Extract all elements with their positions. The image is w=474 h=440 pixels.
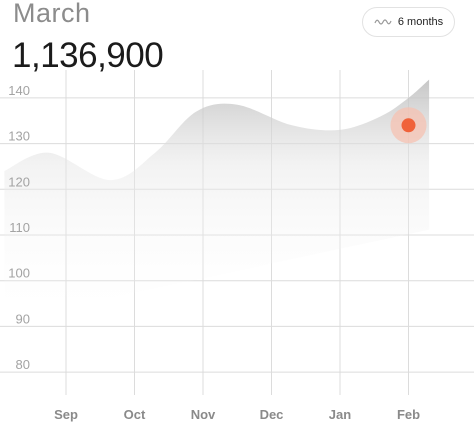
x-tick-label: Oct — [124, 407, 146, 422]
range-selector-button[interactable]: 6 months — [362, 7, 455, 37]
area-shadow — [4, 79, 430, 321]
highlight-point[interactable] — [401, 118, 416, 133]
y-tick-label: 80 — [16, 357, 30, 372]
y-tick-label: 110 — [9, 220, 30, 235]
range-label: 6 months — [397, 16, 444, 28]
y-tick-label: 100 — [8, 266, 30, 281]
x-tick-label: Dec — [260, 407, 284, 422]
x-tick-label: Sep — [54, 407, 78, 422]
wave-icon — [374, 19, 392, 25]
y-tick-label: 130 — [8, 129, 30, 144]
y-tick-label: 120 — [8, 174, 30, 189]
total-value: 1,136,900 — [12, 36, 164, 75]
y-tick-label: 90 — [16, 311, 30, 326]
x-tick-label: Nov — [191, 407, 216, 422]
x-tick-label: Feb — [397, 407, 420, 422]
month-title: March — [13, 0, 91, 28]
y-tick-label: 140 — [8, 83, 30, 98]
x-tick-label: Jan — [329, 407, 351, 422]
